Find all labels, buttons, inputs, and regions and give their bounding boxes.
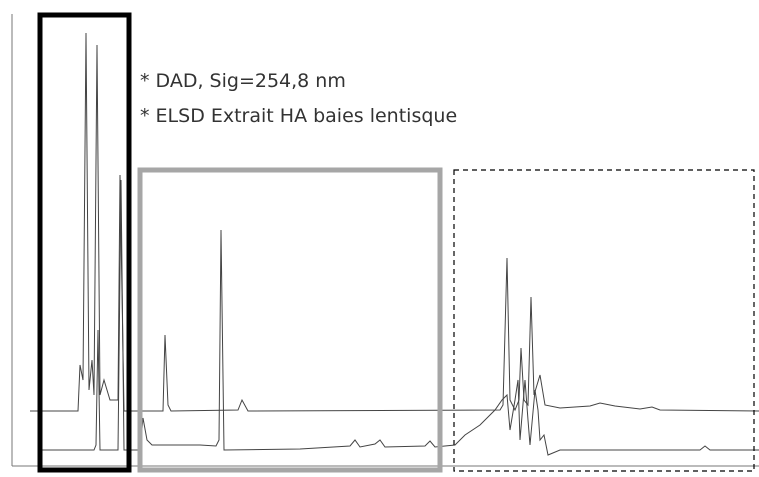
upper-trace (30, 32, 759, 412)
region-box-1 (37, 12, 132, 473)
legend-entry: * DAD, Sig=254,8 nm (140, 70, 346, 92)
lower-trace (38, 179, 759, 456)
region-box-3 (453, 169, 755, 472)
region-box-2 (137, 167, 443, 473)
legend-entry: * ELSD Extrait HA baies lentisque (140, 105, 457, 127)
